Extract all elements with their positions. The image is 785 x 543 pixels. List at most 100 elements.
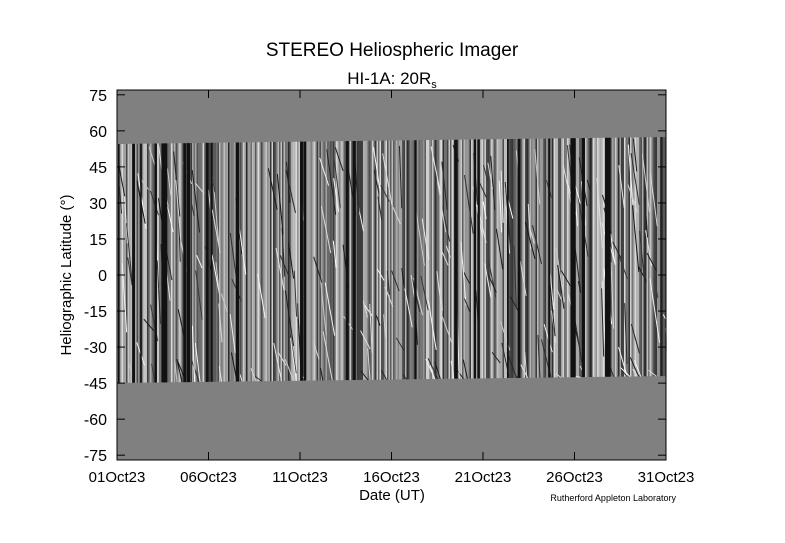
image-stripe bbox=[232, 142, 235, 382]
image-streak bbox=[402, 374, 407, 380]
image-stripe bbox=[600, 137, 602, 377]
image-streak bbox=[196, 254, 203, 269]
image-stripe bbox=[561, 138, 563, 378]
image-stripe bbox=[520, 138, 523, 378]
image-stripe bbox=[228, 142, 230, 382]
image-streak bbox=[194, 182, 205, 194]
image-stripe bbox=[625, 137, 628, 377]
image-dark-band bbox=[117, 143, 120, 383]
image-streak bbox=[277, 352, 287, 366]
image-dark-band bbox=[345, 141, 349, 381]
image-stripe bbox=[406, 140, 409, 380]
image-stripe bbox=[333, 141, 335, 381]
image-stripe bbox=[258, 142, 260, 382]
image-stripe bbox=[201, 142, 203, 382]
image-stripe bbox=[196, 142, 199, 382]
image-stripe bbox=[417, 140, 419, 380]
image-stripe bbox=[601, 137, 604, 377]
image-stripe bbox=[447, 139, 449, 379]
image-stripe bbox=[234, 142, 236, 382]
image-streak bbox=[415, 208, 425, 266]
image-stripe bbox=[142, 143, 145, 383]
image-stripe bbox=[223, 142, 226, 382]
subtitle-subscript: s bbox=[431, 79, 437, 91]
image-dark-band bbox=[660, 137, 662, 377]
image-stripe bbox=[508, 139, 511, 379]
y-tick-label: -45 bbox=[84, 376, 107, 393]
x-tick-label: 11Oct23 bbox=[272, 469, 328, 486]
image-stripe bbox=[327, 141, 329, 381]
image-streak bbox=[383, 314, 387, 339]
image-stripe bbox=[150, 143, 152, 383]
image-streak bbox=[324, 282, 336, 336]
image-streak bbox=[332, 151, 341, 208]
image-stripe bbox=[615, 137, 617, 377]
image-stripe bbox=[481, 139, 484, 379]
credit: Rutherford Appleton Laboratory bbox=[550, 493, 676, 503]
image-stripe bbox=[366, 140, 368, 380]
image-stripe bbox=[630, 137, 632, 377]
image-stripe bbox=[240, 142, 242, 382]
image-stripe bbox=[480, 139, 482, 379]
image-stripe bbox=[663, 137, 665, 377]
image-stripe bbox=[637, 137, 640, 377]
image-streak bbox=[430, 146, 442, 195]
image-stripe bbox=[445, 139, 448, 379]
image-stripe bbox=[340, 141, 343, 381]
image-streak bbox=[450, 360, 455, 379]
image-streak bbox=[646, 252, 657, 272]
image-stripe bbox=[453, 139, 455, 379]
image-streak bbox=[276, 173, 284, 235]
image-dark-band bbox=[581, 138, 585, 378]
image-stripe bbox=[325, 141, 328, 381]
image-stripe bbox=[318, 141, 320, 381]
image-streak bbox=[167, 206, 174, 233]
image-stripe bbox=[460, 139, 463, 379]
image-stripe bbox=[268, 142, 271, 382]
image-streak bbox=[372, 146, 381, 193]
image-streak bbox=[627, 144, 634, 206]
image-stripe bbox=[388, 140, 391, 380]
image-stripe bbox=[541, 138, 544, 378]
image-stripe bbox=[319, 141, 322, 381]
image-stripe bbox=[559, 138, 562, 378]
y-tick-label: 15 bbox=[89, 232, 107, 249]
image-streak bbox=[500, 170, 504, 223]
image-stripe bbox=[270, 142, 272, 382]
image-stripe bbox=[144, 143, 146, 383]
image-stripe bbox=[463, 139, 466, 379]
image-streak bbox=[456, 369, 464, 379]
image-dark-band bbox=[132, 143, 136, 383]
image-stripe bbox=[313, 141, 316, 381]
image-streak bbox=[288, 242, 295, 279]
image-stripe bbox=[489, 139, 491, 379]
image-streak bbox=[487, 273, 497, 293]
image-stripe bbox=[129, 143, 131, 383]
image-streak bbox=[425, 358, 436, 380]
image-streak bbox=[218, 303, 223, 343]
image-stripe bbox=[222, 142, 224, 382]
image-stripe bbox=[343, 141, 346, 381]
image-dark-band bbox=[163, 143, 168, 383]
image-stripe bbox=[231, 142, 233, 382]
image-streak bbox=[380, 184, 390, 202]
image-dark-band bbox=[473, 139, 477, 379]
image-stripe bbox=[643, 137, 646, 377]
image-stripe bbox=[514, 138, 517, 378]
image-streak bbox=[483, 165, 489, 181]
image-streak bbox=[556, 288, 562, 300]
image-stripe bbox=[159, 143, 161, 383]
image-stripe bbox=[175, 143, 178, 383]
image-streak bbox=[284, 359, 295, 382]
image-stripe bbox=[246, 142, 248, 382]
image-streak bbox=[524, 221, 536, 259]
image-streak bbox=[632, 205, 640, 273]
image-stripe bbox=[442, 139, 445, 379]
image-stripe bbox=[198, 142, 200, 382]
image-stripe bbox=[273, 142, 275, 382]
image-stripe bbox=[640, 137, 643, 377]
image-stripe bbox=[591, 137, 593, 377]
image-streak bbox=[177, 193, 181, 262]
image-dark-band bbox=[235, 142, 240, 382]
image-streak bbox=[555, 373, 562, 378]
